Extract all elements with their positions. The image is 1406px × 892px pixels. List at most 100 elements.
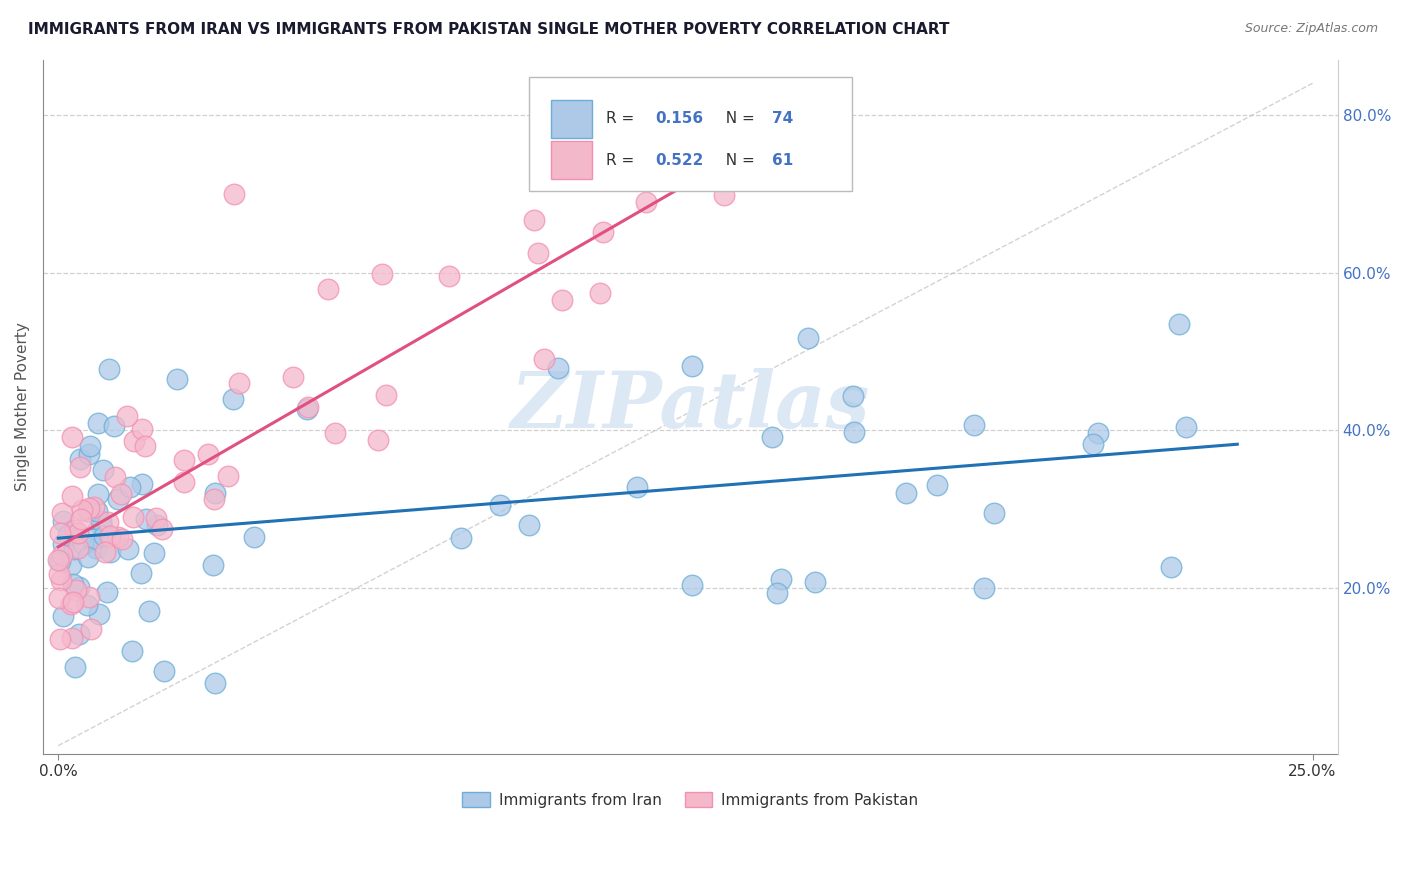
Point <box>98 545 121 559</box>
Point <box>83 500 105 515</box>
Point <box>91 520 114 534</box>
Point <box>93 462 115 476</box>
Point <box>1087 426 1109 441</box>
Point <box>120 480 142 494</box>
Point <box>517 518 540 533</box>
Point <box>131 421 153 435</box>
Text: N =: N = <box>716 153 759 168</box>
Point <box>67 580 90 594</box>
Point <box>713 188 735 202</box>
Point <box>547 361 569 376</box>
Point <box>76 598 98 612</box>
Point <box>48 591 70 606</box>
Point <box>636 194 658 209</box>
Point <box>173 475 195 489</box>
Point <box>844 425 866 439</box>
Point <box>63 523 86 537</box>
Point <box>77 549 100 564</box>
Point <box>295 402 318 417</box>
Point <box>1167 317 1189 331</box>
Point <box>122 434 145 448</box>
FancyBboxPatch shape <box>529 77 852 192</box>
Point <box>103 419 125 434</box>
Point <box>121 644 143 658</box>
Point <box>87 417 110 431</box>
Point <box>60 489 83 503</box>
Point <box>145 511 167 525</box>
Point <box>115 409 138 424</box>
Point <box>135 511 157 525</box>
Point <box>973 581 995 595</box>
Legend: Immigrants from Iran, Immigrants from Pakistan: Immigrants from Iran, Immigrants from Pa… <box>454 784 927 815</box>
Point <box>281 369 304 384</box>
Point <box>166 372 188 386</box>
Point <box>98 529 121 543</box>
Point <box>1081 436 1104 450</box>
Point <box>104 470 127 484</box>
Point <box>488 498 510 512</box>
Point <box>67 627 90 641</box>
Point <box>367 434 389 448</box>
Point <box>51 548 73 562</box>
Point <box>138 604 160 618</box>
Point <box>79 439 101 453</box>
Point <box>146 518 169 533</box>
Text: IMMIGRANTS FROM IRAN VS IMMIGRANTS FROM PAKISTAN SINGLE MOTHER POVERTY CORRELATI: IMMIGRANTS FROM IRAN VS IMMIGRANTS FROM … <box>28 22 949 37</box>
Point <box>173 453 195 467</box>
Point <box>96 585 118 599</box>
Point <box>62 577 84 591</box>
Text: N =: N = <box>716 112 759 126</box>
Point <box>65 583 87 598</box>
Point <box>77 501 100 516</box>
Point <box>297 400 319 414</box>
Point <box>62 631 84 645</box>
Point <box>60 430 83 444</box>
Point <box>77 504 100 518</box>
Point <box>201 558 224 572</box>
Text: R =: R = <box>606 153 640 168</box>
Point <box>97 515 120 529</box>
Point <box>592 225 614 239</box>
Point <box>523 213 546 227</box>
Point <box>797 331 820 345</box>
Point <box>150 522 173 536</box>
Point <box>82 533 104 547</box>
Point <box>52 515 75 529</box>
Point <box>90 514 112 528</box>
Point <box>129 566 152 581</box>
Point <box>626 480 648 494</box>
Point <box>69 451 91 466</box>
Point <box>222 392 245 406</box>
Point <box>80 622 103 636</box>
Point <box>323 425 346 440</box>
Point <box>766 586 789 600</box>
Point <box>117 542 139 557</box>
Point <box>204 675 226 690</box>
Point <box>131 476 153 491</box>
Point <box>804 574 827 589</box>
Point <box>153 664 176 678</box>
Point <box>204 486 226 500</box>
Point <box>142 546 165 560</box>
Point <box>983 506 1005 520</box>
Point <box>69 512 91 526</box>
Point <box>84 541 107 556</box>
Point <box>52 537 75 551</box>
Point <box>77 591 100 605</box>
Point <box>243 530 266 544</box>
Point <box>371 267 394 281</box>
Point <box>204 491 226 506</box>
Point <box>533 351 555 366</box>
Point <box>761 430 783 444</box>
Text: 0.522: 0.522 <box>655 153 704 168</box>
Point <box>89 607 111 622</box>
Point <box>52 609 75 624</box>
Point <box>439 268 461 283</box>
Point <box>1174 420 1197 434</box>
Point <box>450 532 472 546</box>
Point <box>589 285 612 300</box>
Point <box>51 506 73 520</box>
Point <box>107 492 129 507</box>
Point <box>51 573 73 587</box>
Point <box>65 659 87 673</box>
